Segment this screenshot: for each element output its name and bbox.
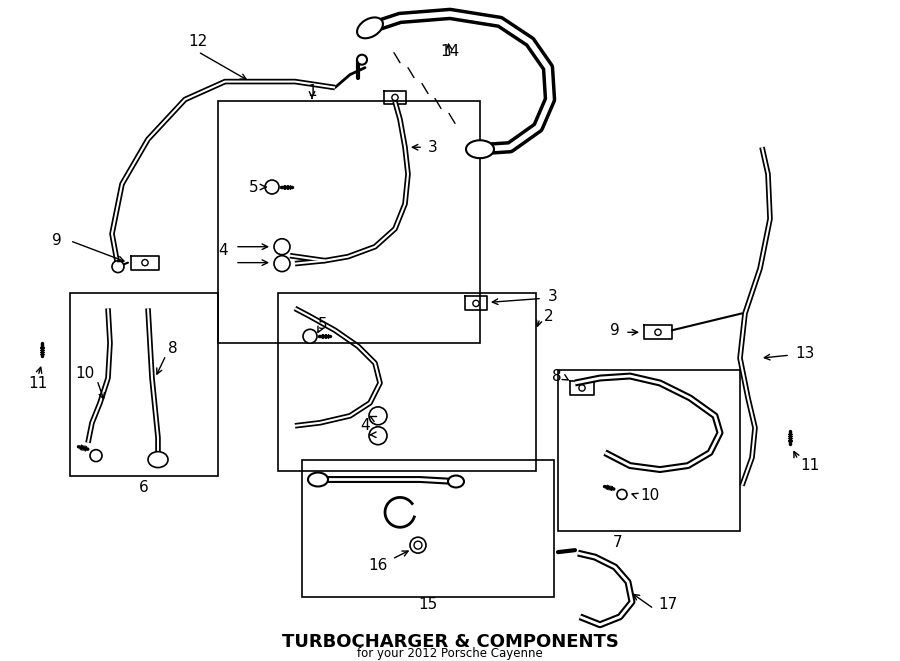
Text: 4: 4 <box>219 243 228 258</box>
Text: 2: 2 <box>544 309 554 324</box>
Ellipse shape <box>148 451 168 467</box>
Ellipse shape <box>448 475 464 487</box>
Text: 4: 4 <box>360 418 370 434</box>
Bar <box>218 102 480 343</box>
Text: for your 2012 Porsche Cayenne: for your 2012 Porsche Cayenne <box>357 647 543 660</box>
Text: 8: 8 <box>553 369 562 383</box>
Text: 10: 10 <box>76 366 95 381</box>
Text: 3: 3 <box>548 289 558 304</box>
Ellipse shape <box>466 140 494 158</box>
Text: 8: 8 <box>168 340 177 356</box>
Text: 9: 9 <box>610 323 620 338</box>
Text: 16: 16 <box>369 558 388 572</box>
Text: 17: 17 <box>658 598 677 612</box>
Text: 11: 11 <box>800 458 819 473</box>
Text: 5: 5 <box>248 180 258 194</box>
Text: 10: 10 <box>640 488 659 503</box>
Text: TURBOCHARGER & COMPONENTS: TURBOCHARGER & COMPONENTS <box>282 633 618 650</box>
Circle shape <box>357 55 367 65</box>
Text: 6: 6 <box>140 480 148 495</box>
Circle shape <box>414 541 422 549</box>
Circle shape <box>90 449 102 461</box>
Ellipse shape <box>357 17 382 38</box>
Text: 9: 9 <box>52 233 62 249</box>
Ellipse shape <box>308 473 328 486</box>
Text: 13: 13 <box>795 346 815 361</box>
Circle shape <box>303 329 317 343</box>
Circle shape <box>112 260 124 272</box>
Circle shape <box>410 537 426 553</box>
Circle shape <box>369 427 387 445</box>
Circle shape <box>579 385 585 391</box>
Text: 11: 11 <box>29 375 48 391</box>
Bar <box>558 370 740 531</box>
Text: 7: 7 <box>613 535 623 550</box>
Circle shape <box>655 329 661 335</box>
Bar <box>70 293 218 475</box>
Circle shape <box>274 239 290 254</box>
Circle shape <box>274 256 290 272</box>
Circle shape <box>265 180 279 194</box>
Circle shape <box>472 300 479 307</box>
Text: 12: 12 <box>188 34 208 50</box>
Circle shape <box>617 489 627 500</box>
Bar <box>278 293 536 471</box>
Text: 1: 1 <box>307 84 317 99</box>
Circle shape <box>392 95 398 100</box>
Text: 3: 3 <box>428 139 437 155</box>
Circle shape <box>369 407 387 425</box>
Text: 15: 15 <box>418 598 437 612</box>
Text: 14: 14 <box>440 44 460 59</box>
Text: 5: 5 <box>318 317 328 332</box>
Bar <box>302 459 554 597</box>
Circle shape <box>142 260 148 266</box>
